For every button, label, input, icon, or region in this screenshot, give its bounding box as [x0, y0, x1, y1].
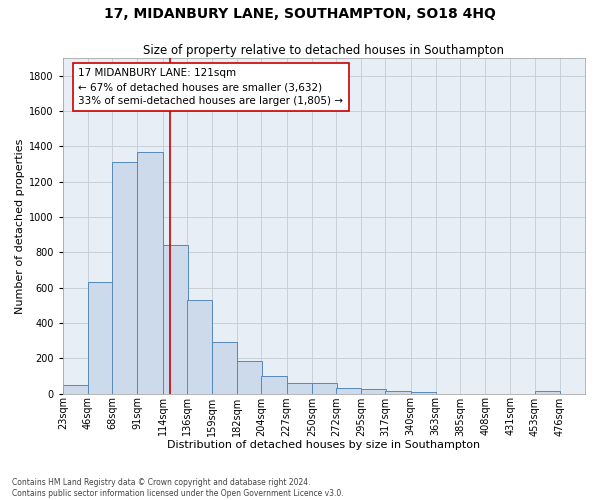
Bar	[336, 388, 361, 394]
Bar	[187, 300, 212, 394]
Bar	[262, 376, 287, 394]
Bar	[535, 391, 560, 394]
Bar	[410, 392, 436, 394]
Bar	[361, 389, 386, 394]
Bar	[112, 162, 137, 394]
Bar	[163, 246, 188, 394]
Bar	[63, 384, 88, 394]
Bar	[88, 282, 113, 394]
Bar	[385, 391, 410, 394]
X-axis label: Distribution of detached houses by size in Southampton: Distribution of detached houses by size …	[167, 440, 481, 450]
Bar	[237, 361, 262, 394]
Text: 17, MIDANBURY LANE, SOUTHAMPTON, SO18 4HQ: 17, MIDANBURY LANE, SOUTHAMPTON, SO18 4H…	[104, 8, 496, 22]
Bar	[137, 152, 163, 394]
Text: 17 MIDANBURY LANE: 121sqm
← 67% of detached houses are smaller (3,632)
33% of se: 17 MIDANBURY LANE: 121sqm ← 67% of detac…	[79, 68, 343, 106]
Bar	[212, 342, 237, 394]
Text: Contains HM Land Registry data © Crown copyright and database right 2024.
Contai: Contains HM Land Registry data © Crown c…	[12, 478, 344, 498]
Bar	[287, 383, 312, 394]
Bar	[312, 383, 337, 394]
Title: Size of property relative to detached houses in Southampton: Size of property relative to detached ho…	[143, 44, 505, 57]
Y-axis label: Number of detached properties: Number of detached properties	[15, 138, 25, 314]
